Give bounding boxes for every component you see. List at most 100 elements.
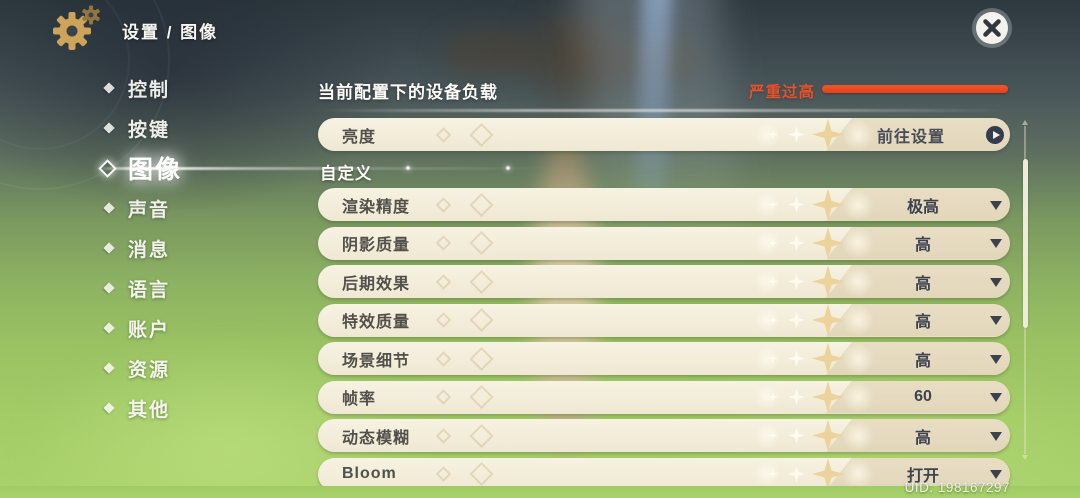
sidebar-item-label: 声音 — [128, 199, 171, 221]
diamond-motif-decoration — [469, 122, 494, 147]
setting-label: 场景细节 — [342, 352, 411, 370]
setting-value: 高 — [914, 352, 931, 370]
sidebar-item-account[interactable]: 账户 — [100, 308, 315, 348]
custom-section-title: 自定义 — [320, 165, 373, 183]
sparkle-glow — [842, 227, 874, 259]
diamond-motif-decoration — [435, 466, 452, 482]
graphics-settings-panel: 当前配置下的设备负载 严重过高 亮度 前往设置 自定义 — [318, 0, 1010, 498]
diamond-bullet-icon — [103, 402, 115, 414]
chevron-down-icon[interactable] — [990, 239, 1002, 248]
sparkle-glow — [842, 188, 874, 221]
sparkle-glow — [842, 265, 874, 298]
sidebar-item-audio[interactable]: 声音 — [100, 188, 315, 228]
sparkle-icon — [788, 465, 805, 483]
chevron-down-icon[interactable] — [990, 354, 1002, 364]
setting-row-scene-detail[interactable]: 场景细节 高 — [318, 342, 1010, 375]
diamond-bullet-icon — [103, 122, 115, 134]
sparkle-glow — [842, 118, 874, 151]
diamond-motif-decoration — [435, 196, 452, 213]
sidebar-item-language[interactable]: 语言 — [100, 268, 315, 308]
sparkle-glow — [842, 304, 874, 336]
sidebar-item-graphics[interactable]: 图像 — [96, 148, 556, 188]
uid-label: UID: 198167297 — [904, 480, 1010, 495]
sidebar-item-keybinds[interactable]: 按键 — [100, 108, 315, 148]
chevron-down-icon[interactable] — [990, 277, 1002, 287]
sparkle-icon — [768, 315, 778, 325]
chevron-down-icon[interactable] — [990, 470, 1002, 479]
sparkle-icon — [768, 238, 778, 248]
device-load-status: 严重过高 — [748, 84, 815, 101]
scroll-up-arrow-icon[interactable] — [1022, 120, 1028, 125]
sparkle-icon — [788, 234, 805, 252]
diamond-motif-decoration — [435, 312, 452, 328]
scrollbar[interactable] — [1021, 120, 1029, 460]
setting-label: 阴影质量 — [342, 237, 411, 254]
diamond-bullet-icon — [103, 202, 115, 214]
chevron-down-icon[interactable] — [990, 393, 1002, 402]
chevron-down-icon[interactable] — [990, 431, 1002, 441]
setting-row-motion-blur[interactable]: 动态模糊 高 — [318, 419, 1010, 452]
setting-row-vfx-quality[interactable]: 特效质量 高 — [318, 303, 1010, 337]
diamond-bullet-icon — [103, 322, 115, 334]
setting-row-shadow-quality[interactable]: 阴影质量 高 — [318, 226, 1010, 260]
device-load-header: 当前配置下的设备负载 严重过高 — [318, 76, 1010, 102]
chevron-down-icon[interactable] — [990, 316, 1002, 325]
sidebar-item-resources[interactable]: 资源 — [100, 348, 315, 388]
diamond-bullet-icon — [103, 82, 115, 94]
sidebar-item-label: 消息 — [128, 239, 171, 261]
header: 设置 / 图像 — [0, 0, 1080, 58]
diamond-motif-decoration — [469, 423, 494, 448]
setting-value: 高 — [914, 237, 931, 254]
sparkle-icon — [788, 427, 805, 444]
scroll-down-arrow-icon[interactable] — [1022, 455, 1028, 460]
sparkle-icon — [788, 311, 805, 329]
close-button[interactable] — [969, 5, 1015, 51]
setting-label: Bloom — [342, 465, 397, 482]
diamond-motif-decoration — [469, 230, 494, 256]
scrollbar-thumb[interactable] — [1022, 159, 1028, 328]
sparkle-icon — [768, 276, 778, 287]
diamond-bullet-icon — [103, 282, 115, 294]
device-load-bar — [822, 85, 1008, 93]
diamond-bullet-icon — [103, 362, 115, 374]
sidebar-item-other[interactable]: 其他 — [100, 388, 315, 428]
sparkle-icon — [788, 350, 805, 367]
breadcrumb: 设置 / 图像 — [122, 23, 219, 42]
setting-row-post-effects[interactable]: 后期效果 高 — [318, 265, 1010, 298]
diamond-motif-decoration — [435, 350, 452, 367]
brightness-row[interactable]: 亮度 前往设置 — [318, 118, 1010, 151]
device-load-label: 当前配置下的设备负载 — [318, 83, 498, 102]
brightness-label: 亮度 — [342, 128, 377, 146]
chevron-down-icon[interactable] — [990, 200, 1002, 210]
sidebar-item-label: 控制 — [128, 79, 171, 101]
diamond-motif-decoration — [435, 126, 452, 143]
setting-label: 动态模糊 — [342, 429, 411, 447]
setting-value: 高 — [914, 314, 931, 331]
sidebar-item-label: 图像 — [128, 156, 183, 184]
diamond-motif-decoration — [435, 427, 452, 444]
close-icon — [983, 19, 1001, 37]
setting-row-render-resolution[interactable]: 渲染精度 极高 — [318, 188, 1010, 221]
setting-value: 高 — [914, 429, 931, 447]
diamond-motif-decoration — [435, 273, 452, 290]
diamond-motif-decoration — [435, 235, 452, 251]
diamond-motif-decoration — [469, 461, 494, 487]
setting-value: 高 — [914, 275, 931, 293]
sidebar-item-controls[interactable]: 控制 — [100, 68, 315, 108]
sidebar-item-label: 账户 — [128, 319, 171, 341]
setting-row-frame-rate[interactable]: 帧率 60 — [318, 380, 1010, 414]
sparkle-icon — [788, 388, 805, 406]
diamond-motif-decoration — [435, 389, 452, 405]
sparkle-icon — [768, 199, 778, 210]
sidebar-item-notifications[interactable]: 消息 — [100, 228, 315, 268]
diamond-motif-decoration — [469, 307, 494, 333]
setting-label: 渲染精度 — [342, 198, 411, 216]
go-to-settings-label: 前往设置 — [876, 128, 945, 146]
sidebar-item-label: 资源 — [128, 359, 171, 381]
setting-label: 后期效果 — [342, 275, 411, 293]
sidebar-item-label: 语言 — [128, 279, 171, 301]
chevron-right-circle-icon[interactable] — [986, 125, 1004, 144]
settings-gear-icon — [46, 4, 102, 59]
sidebar-item-label: 按键 — [128, 119, 171, 141]
